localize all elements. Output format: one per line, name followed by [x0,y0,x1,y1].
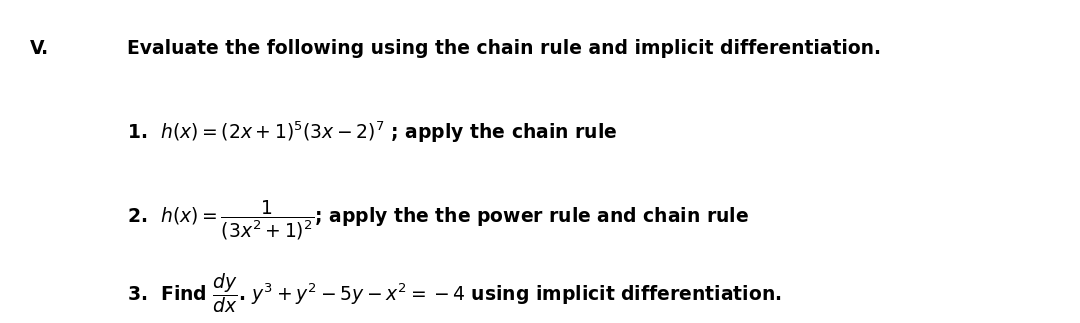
Text: 2.  $h(x) = \dfrac{1}{(3x^2+1)^2}$; apply the the power rule and chain rule: 2. $h(x) = \dfrac{1}{(3x^2+1)^2}$; apply… [127,199,750,242]
Text: 3.  Find $\dfrac{dy}{dx}$. $y^3 + y^2 - 5y - x^2 = -4$ using implicit differenti: 3. Find $\dfrac{dy}{dx}$. $y^3 + y^2 - 5… [127,271,782,315]
Text: Evaluate the following using the chain rule and implicit differentiation.: Evaluate the following using the chain r… [127,39,881,58]
Text: V.: V. [30,39,50,58]
Text: 1.  $h(x) = (2x+1)^5(3x-2)^7$ ; apply the chain rule: 1. $h(x) = (2x+1)^5(3x-2)^7$ ; apply the… [127,120,618,145]
